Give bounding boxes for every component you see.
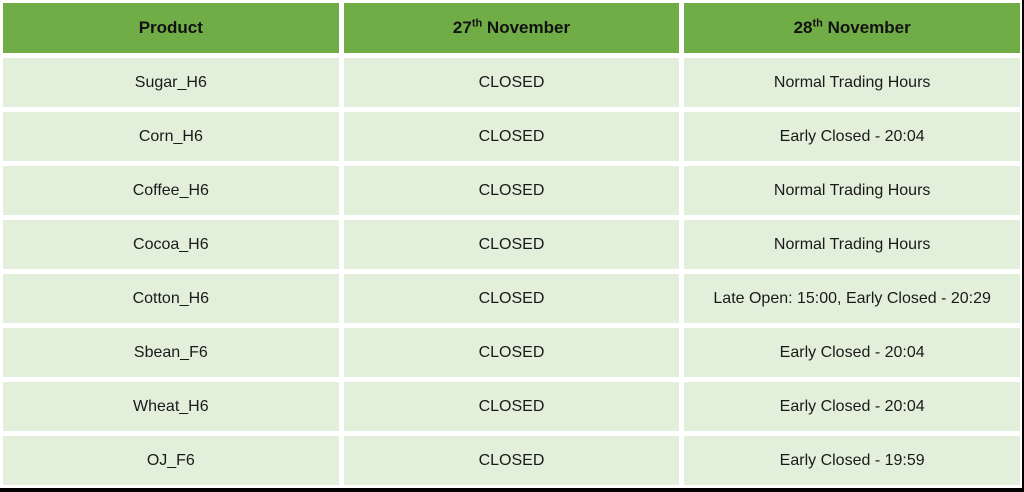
- product-cell: Corn_H6: [3, 112, 339, 161]
- nov27-cell: CLOSED: [343, 274, 680, 323]
- nov27-cell: CLOSED: [343, 112, 680, 161]
- header-cell-product: Product: [3, 3, 339, 53]
- ordinal-superscript: th: [471, 17, 483, 30]
- header-label-nov28: 28th November: [793, 17, 911, 37]
- product-cell: Cocoa_H6: [3, 220, 339, 269]
- trading-hours-table: Product 27th November 28th November Suga…: [3, 3, 1020, 485]
- header-cell-nov28: 28th November: [684, 3, 1020, 53]
- nov28-cell: Normal Trading Hours: [684, 58, 1020, 107]
- nov28-cell: Late Open: 15:00, Early Closed - 20:29: [684, 274, 1020, 323]
- nov28-cell: Normal Trading Hours: [684, 220, 1020, 269]
- product-cell: Coffee_H6: [3, 166, 339, 215]
- nov27-cell: CLOSED: [343, 382, 680, 431]
- product-cell: Wheat_H6: [3, 382, 339, 431]
- nov27-cell: CLOSED: [343, 166, 680, 215]
- nov28-cell: Early Closed - 20:04: [684, 112, 1020, 161]
- ordinal-superscript: th: [812, 17, 823, 30]
- product-cell: OJ_F6: [3, 436, 339, 485]
- nov27-cell: CLOSED: [343, 220, 680, 269]
- nov28-cell: Early Closed - 19:59: [684, 436, 1020, 485]
- header-label-nov27: 27th November: [452, 17, 571, 37]
- nov27-cell: CLOSED: [343, 436, 680, 485]
- header-label-product: Product: [138, 18, 203, 37]
- product-cell: Sugar_H6: [3, 58, 339, 107]
- nov27-cell: CLOSED: [343, 58, 680, 107]
- product-cell: Cotton_H6: [3, 274, 339, 323]
- nov28-cell: Early Closed - 20:04: [684, 328, 1020, 377]
- nov27-cell: CLOSED: [343, 328, 680, 377]
- nov28-cell: Early Closed - 20:04: [684, 382, 1020, 431]
- product-cell: Sbean_F6: [3, 328, 339, 377]
- header-cell-nov27: 27th November: [343, 3, 680, 53]
- nov28-cell: Normal Trading Hours: [684, 166, 1020, 215]
